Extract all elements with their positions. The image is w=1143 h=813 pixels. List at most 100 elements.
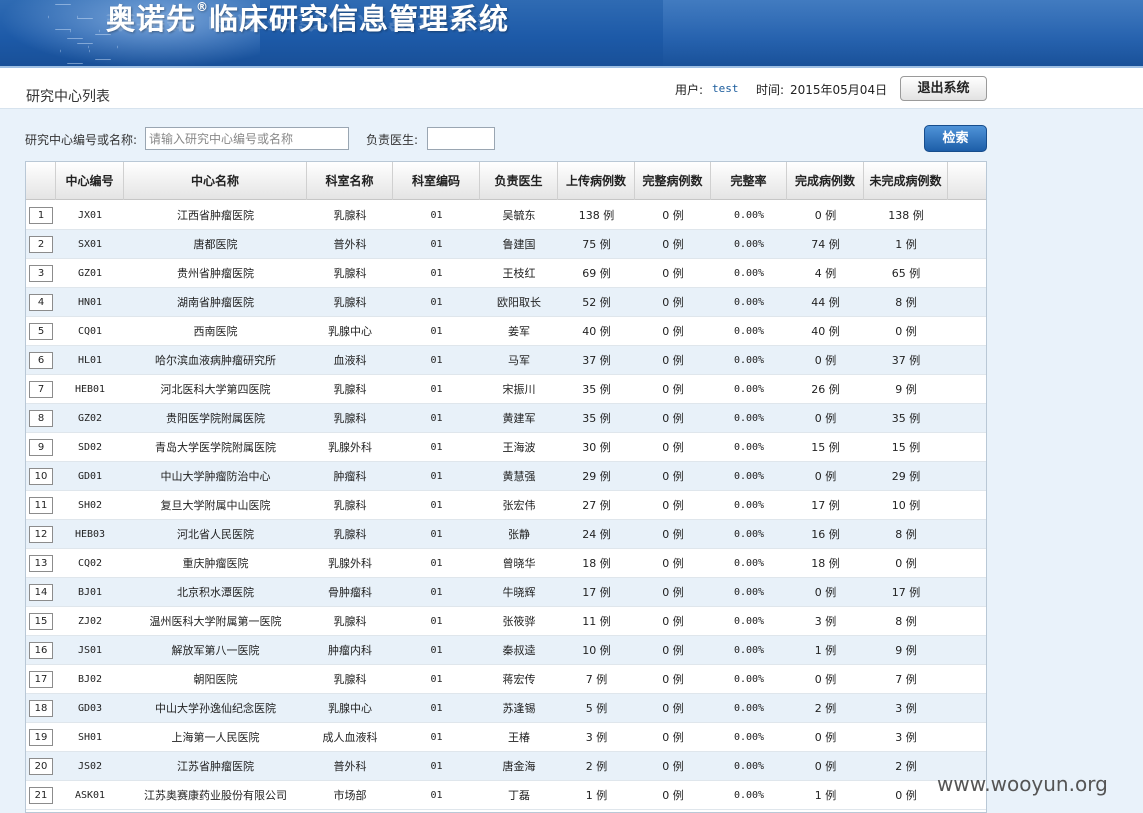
doctor-search-label: 负责医生: bbox=[366, 133, 419, 147]
cell-uploaded-count: 52 例 bbox=[582, 296, 611, 309]
user-name: test bbox=[712, 82, 739, 95]
cell-center-name: 江西省肿瘤医院 bbox=[177, 209, 254, 222]
cell-uploaded-count: 18 例 bbox=[582, 557, 611, 570]
cell-doctor: 丁磊 bbox=[508, 789, 530, 802]
table-row[interactable]: 6 HL01 哈尔滨血液病肿瘤研究所 血液科 01 马军 37 例 0 例 0.00% 0 例 37… bbox=[26, 346, 986, 375]
cell-finished-count: 0 例 bbox=[814, 354, 837, 367]
cell-dept-code: 01 bbox=[430, 674, 443, 685]
cell-doctor: 吴毓东 bbox=[502, 209, 536, 222]
cell-complete-rate: 0.00% bbox=[733, 239, 765, 250]
column-header-finished[interactable]: 完成病例数 bbox=[787, 162, 864, 200]
time-label: 时间: bbox=[756, 83, 785, 97]
cell-unfinished-count: 1 例 bbox=[895, 238, 917, 251]
search-button[interactable]: 检索 bbox=[924, 125, 987, 152]
cell-doctor: 张静 bbox=[508, 528, 530, 541]
cell-center-name: 贵阳医学院附属医院 bbox=[166, 412, 265, 425]
table-row[interactable]: 20 JS02 江苏省肿瘤医院 普外科 01 唐金海 2 例 0 例 0.00% 0 例 2 例 bbox=[26, 752, 986, 781]
column-header-dept-code[interactable]: 科室编码 bbox=[393, 162, 480, 200]
cell-center-name: 重庆肿瘤医院 bbox=[182, 557, 249, 570]
table-row[interactable]: 12 HEB03 河北省人民医院 乳腺科 01 张静 24 例 0 例 0.00% 16 例 8 例 bbox=[26, 520, 986, 549]
table-row[interactable]: 1 JX01 江西省肿瘤医院 乳腺科 01 吴毓东 138 例 0 例 0.00% 0 例 138 … bbox=[26, 201, 986, 230]
table-row[interactable]: 9 SD02 青岛大学医学院附属医院 乳腺外科 01 王海波 30 例 0 例 0.00% 15 … bbox=[26, 433, 986, 462]
center-search-input[interactable] bbox=[145, 127, 349, 150]
table-row[interactable]: 19 SH01 上海第一人民医院 成人血液科 01 王椿 3 例 0 例 0.00% 0 例 3 例 bbox=[26, 723, 986, 752]
cell-doctor: 王椿 bbox=[508, 731, 530, 744]
cell-uploaded-count: 1 例 bbox=[585, 789, 608, 802]
cell-finished-count: 2 例 bbox=[814, 702, 837, 715]
cell-unfinished-count: 0 例 bbox=[895, 557, 917, 570]
cell-uploaded-count: 30 例 bbox=[582, 441, 611, 454]
cell-center-code: BJ02 bbox=[77, 674, 103, 685]
cell-complete-count: 0 例 bbox=[662, 673, 684, 686]
table-row[interactable]: 15 ZJ02 温州医科大学附属第一医院 乳腺科 01 张筱骅 11 例 0 例 0.00% 3 … bbox=[26, 607, 986, 636]
cell-center-name: 河北省人民医院 bbox=[177, 528, 254, 541]
page-title: 研究中心列表 bbox=[26, 89, 110, 105]
table-row[interactable]: 2 SX01 唐都医院 普外科 01 鲁建国 75 例 0 例 0.00% 74 例 1 例 bbox=[26, 230, 986, 259]
hexagon-decoration-icon bbox=[60, 38, 90, 64]
cell-unfinished-count: 138 例 bbox=[888, 209, 924, 222]
cell-doctor: 张宏伟 bbox=[502, 499, 536, 512]
cell-dept-name: 乳腺科 bbox=[333, 267, 367, 280]
cell-complete-count: 0 例 bbox=[662, 441, 684, 454]
column-header-rate[interactable]: 完整率 bbox=[711, 162, 787, 200]
cell-dept-code: 01 bbox=[430, 355, 443, 366]
table-row[interactable]: 3 GZ01 贵州省肿瘤医院 乳腺科 01 王枝红 69 例 0 例 0.00% 4 例 65 例 bbox=[26, 259, 986, 288]
cell-dept-code: 01 bbox=[430, 761, 443, 772]
cell-finished-count: 0 例 bbox=[814, 760, 837, 773]
cell-doctor: 姜军 bbox=[508, 325, 530, 338]
cell-uploaded-count: 24 例 bbox=[582, 528, 611, 541]
table-row[interactable]: 14 BJ01 北京积水潭医院 骨肿瘤科 01 牛晓辉 17 例 0 例 0.00% 0 例 17 … bbox=[26, 578, 986, 607]
row-index: 1 bbox=[29, 207, 53, 224]
cell-center-code: SD02 bbox=[77, 442, 103, 453]
center-list-table: 中心编号 中心名称 科室名称 科室编码 负责医生 上传病例数 完整病例数 完整率… bbox=[25, 161, 987, 813]
row-index: 4 bbox=[29, 294, 53, 311]
cell-center-code: ZJ02 bbox=[77, 616, 103, 627]
cell-doctor: 宋振川 bbox=[502, 383, 536, 396]
cell-uploaded-count: 69 例 bbox=[582, 267, 611, 280]
column-header-uploaded[interactable]: 上传病例数 bbox=[558, 162, 635, 200]
cell-center-name: 复旦大学附属中山医院 bbox=[160, 499, 271, 512]
table-row[interactable]: 4 HN01 湖南省肿瘤医院 乳腺科 01 欧阳取长 52 例 0 例 0.00% 44 例 8 例 bbox=[26, 288, 986, 317]
cell-unfinished-count: 9 例 bbox=[895, 644, 917, 657]
cell-unfinished-count: 10 例 bbox=[891, 499, 921, 512]
table-row[interactable]: 11 SH02 复旦大学附属中山医院 乳腺科 01 张宏伟 27 例 0 例 0.00% 17 例… bbox=[26, 491, 986, 520]
cell-dept-code: 01 bbox=[430, 471, 443, 482]
table-header: 中心编号 中心名称 科室名称 科室编码 负责医生 上传病例数 完整病例数 完整率… bbox=[26, 162, 986, 200]
cell-complete-count: 0 例 bbox=[662, 615, 684, 628]
cell-dept-name: 乳腺科 bbox=[333, 412, 367, 425]
table-row[interactable]: 5 CQ01 西南医院 乳腺中心 01 姜军 40 例 0 例 0.00% 40 例 0 例 bbox=[26, 317, 986, 346]
cell-complete-rate: 0.00% bbox=[733, 732, 765, 743]
table-row[interactable]: 18 GD03 中山大学孙逸仙纪念医院 乳腺中心 01 苏逢锡 5 例 0 例 0.00% 2 例… bbox=[26, 694, 986, 723]
table-row[interactable]: 10 GD01 中山大学肿瘤防治中心 肿瘤科 01 黄慧强 29 例 0 例 0.00% 0 例 2… bbox=[26, 462, 986, 491]
doctor-search-input[interactable] bbox=[427, 127, 495, 150]
cell-finished-count: 1 例 bbox=[814, 644, 837, 657]
table-row[interactable]: 13 CQ02 重庆肿瘤医院 乳腺外科 01 曾晓华 18 例 0 例 0.00% 18 例 0 例 bbox=[26, 549, 986, 578]
reflection-brand: 奥诺先 bbox=[106, 12, 197, 33]
cell-uploaded-count: 35 例 bbox=[582, 383, 611, 396]
column-header-name[interactable]: 中心名称 bbox=[124, 162, 307, 200]
cell-doctor: 鲁建国 bbox=[502, 238, 536, 251]
cell-dept-name: 乳腺科 bbox=[333, 499, 367, 512]
cell-dept-code: 01 bbox=[430, 703, 443, 714]
logout-button[interactable]: 退出系统 bbox=[900, 76, 987, 101]
cell-unfinished-count: 7 例 bbox=[895, 673, 917, 686]
table-row[interactable]: 7 HEB01 河北医科大学第四医院 乳腺科 01 宋振川 35 例 0 例 0.00% 26 例… bbox=[26, 375, 986, 404]
cell-dept-code: 01 bbox=[430, 442, 443, 453]
cell-complete-rate: 0.00% bbox=[733, 297, 765, 308]
column-header-code[interactable]: 中心编号 bbox=[56, 162, 124, 200]
cell-center-name: 中山大学孙逸仙纪念医院 bbox=[155, 702, 276, 715]
table-row[interactable]: 21 ASK01 江苏奥赛康药业股份有限公司 市场部 01 丁磊 1 例 0 例 0.00% 1 … bbox=[26, 781, 986, 810]
cell-doctor: 王枝红 bbox=[502, 267, 536, 280]
column-header-dept[interactable]: 科室名称 bbox=[307, 162, 393, 200]
cell-uploaded-count: 29 例 bbox=[582, 470, 611, 483]
column-header-unfinished[interactable]: 未完成病例数 bbox=[864, 162, 948, 200]
column-header-complete[interactable]: 完整病例数 bbox=[635, 162, 711, 200]
table-row[interactable]: 8 GZ02 贵阳医学院附属医院 乳腺科 01 黄建军 35 例 0 例 0.00% 0 例 35 … bbox=[26, 404, 986, 433]
column-header-doctor[interactable]: 负责医生 bbox=[480, 162, 558, 200]
cell-center-code: GD01 bbox=[77, 471, 103, 482]
header-banner: 奥诺先®临床研究信息管理系统 奥诺先 临床研究信息管理系统 bbox=[0, 0, 1143, 68]
cell-complete-rate: 0.00% bbox=[733, 529, 765, 540]
table-row[interactable]: 17 BJ02 朝阳医院 乳腺科 01 蒋宏传 7 例 0 例 0.00% 0 例 7 例 bbox=[26, 665, 986, 694]
table-row[interactable]: 16 JS01 解放军第八一医院 肿瘤内科 01 秦叔逵 10 例 0 例 0.00% 1 例 9 … bbox=[26, 636, 986, 665]
